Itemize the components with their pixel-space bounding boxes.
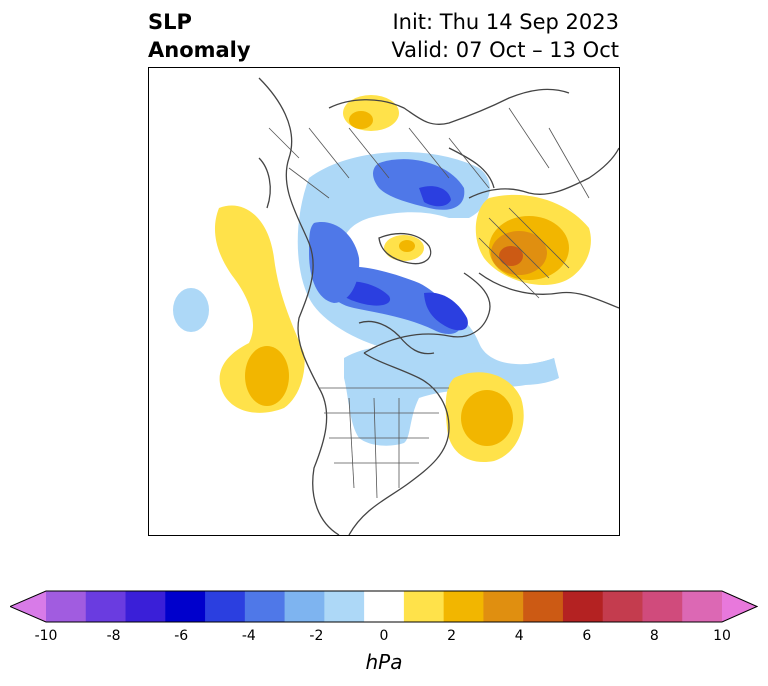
colorbar-tick-label: -8 (106, 628, 121, 644)
colorbar-tick-label: 6 (582, 628, 592, 644)
negative-anomaly-region-kara (424, 292, 468, 331)
colorbar-tick-label: -6 (174, 628, 189, 644)
colorbar-extend-min (10, 591, 46, 622)
colorbar-segment (562, 591, 604, 622)
colorbar-segment (85, 591, 127, 622)
colorbar-segment (523, 591, 564, 622)
forecast-dates: Init: Thu 14 Sep 2023 Valid: 07 Oct – 13… (391, 8, 619, 64)
colorbar-tick-label: -10 (34, 628, 58, 644)
positive-anomaly-peak-europe (499, 246, 523, 266)
anomaly-map (148, 67, 620, 536)
valid-range: Valid: 07 Oct – 13 Oct (391, 38, 619, 62)
positive-anomaly-core-arctic (399, 240, 415, 252)
colorbar-tick-label: 4 (514, 628, 524, 644)
colorbar-segment (46, 591, 87, 622)
map-title: SLP Anomaly (148, 8, 251, 64)
colorbar-segment (642, 591, 683, 622)
colorbar-segment (165, 591, 206, 622)
negative-anomaly-region-arctic (297, 151, 559, 385)
colorbar-segment (284, 591, 325, 622)
positive-anomaly-core-pacific (245, 346, 289, 406)
negative-anomaly-region-canada (344, 346, 555, 446)
colorbar-tick-label: 0 (379, 628, 389, 644)
colorbar-outline (10, 590, 758, 623)
positive-anomaly-core-north (349, 111, 373, 129)
colorbar-segment (364, 591, 405, 622)
colorbar-segment (443, 591, 484, 622)
colorbar-extend-max (722, 591, 758, 622)
colorbar-tick-label: -2 (309, 628, 324, 644)
title-line-2: Anomaly (148, 38, 251, 62)
colorbar-tick-label: -4 (241, 628, 256, 644)
positive-anomaly-core-atlantic (461, 390, 513, 446)
title-line-1: SLP (148, 10, 192, 34)
country-borders (268, 107, 590, 499)
colorbar-segment (403, 591, 445, 622)
coastlines (258, 77, 619, 535)
colorbar (10, 590, 758, 623)
colorbar-segment (602, 591, 643, 622)
colorbar-segment (682, 591, 723, 622)
colorbar-segment (324, 591, 365, 622)
colorbar-units-label: hPa (365, 650, 403, 674)
init-date: Init: Thu 14 Sep 2023 (392, 10, 619, 34)
colorbar-tick-label: 8 (649, 628, 659, 644)
colorbar-segment (483, 591, 524, 622)
colorbar-segment (205, 591, 246, 622)
anomaly-fields (173, 95, 591, 463)
colorbar-tick-label: 2 (447, 628, 457, 644)
colorbar-tick-label: 10 (713, 628, 731, 644)
negative-anomaly-region-west (309, 222, 360, 303)
colorbar-segment (125, 591, 166, 622)
negative-anomaly-region-pacific (173, 288, 209, 332)
negative-anomaly-region-siberia-core (419, 186, 451, 207)
map-canvas (173, 77, 619, 535)
colorbar-segment (244, 591, 286, 622)
